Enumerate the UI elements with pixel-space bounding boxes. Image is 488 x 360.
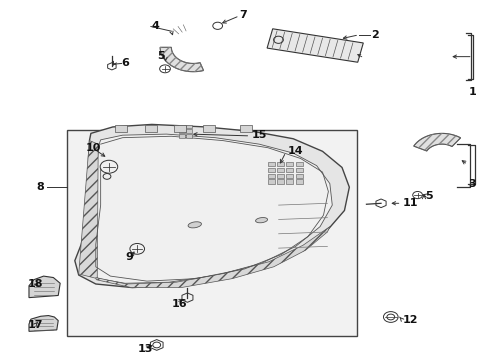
Bar <box>277 179 284 184</box>
Polygon shape <box>75 125 348 288</box>
Bar <box>66 130 356 336</box>
Text: 8: 8 <box>37 182 44 192</box>
Bar <box>295 174 302 178</box>
Bar <box>267 168 274 172</box>
Polygon shape <box>29 316 58 331</box>
Bar <box>277 168 284 172</box>
Ellipse shape <box>255 217 267 223</box>
Polygon shape <box>96 226 329 288</box>
Bar <box>173 125 185 132</box>
Bar <box>144 125 157 132</box>
Bar <box>267 174 274 178</box>
Text: 18: 18 <box>27 279 43 289</box>
Polygon shape <box>29 276 60 298</box>
Text: 13: 13 <box>137 343 152 354</box>
Bar <box>286 162 293 166</box>
Bar <box>266 29 363 62</box>
Bar <box>286 174 293 178</box>
Text: 16: 16 <box>171 299 186 309</box>
Text: 14: 14 <box>287 146 303 156</box>
Text: 6: 6 <box>122 58 129 68</box>
Text: 17: 17 <box>27 320 43 330</box>
Ellipse shape <box>188 222 201 228</box>
Polygon shape <box>413 134 460 151</box>
Bar <box>286 179 293 184</box>
Bar <box>295 162 302 166</box>
Bar <box>267 179 274 184</box>
Text: 9: 9 <box>125 252 133 262</box>
Text: 11: 11 <box>402 198 418 208</box>
Bar <box>203 125 215 132</box>
Polygon shape <box>79 140 98 279</box>
Bar <box>178 125 184 129</box>
Bar <box>115 125 127 132</box>
Bar <box>186 130 192 133</box>
Bar <box>277 162 284 166</box>
Text: 15: 15 <box>251 130 266 140</box>
Bar <box>295 179 302 184</box>
Text: 12: 12 <box>402 315 418 325</box>
Bar <box>186 134 192 138</box>
Text: 2: 2 <box>370 30 378 40</box>
Text: 1: 1 <box>468 87 475 97</box>
Bar <box>186 125 192 129</box>
Text: 10: 10 <box>86 143 101 153</box>
Text: 7: 7 <box>239 10 247 20</box>
Polygon shape <box>87 134 331 283</box>
Text: 5: 5 <box>157 51 164 61</box>
Text: 5: 5 <box>424 191 432 201</box>
Polygon shape <box>160 47 203 72</box>
Bar <box>295 168 302 172</box>
Bar <box>277 174 284 178</box>
Text: 4: 4 <box>152 21 160 31</box>
Bar <box>178 130 184 133</box>
Bar <box>239 125 251 132</box>
Bar <box>286 168 293 172</box>
Bar <box>267 162 274 166</box>
Bar <box>178 134 184 138</box>
Text: 3: 3 <box>468 179 475 189</box>
